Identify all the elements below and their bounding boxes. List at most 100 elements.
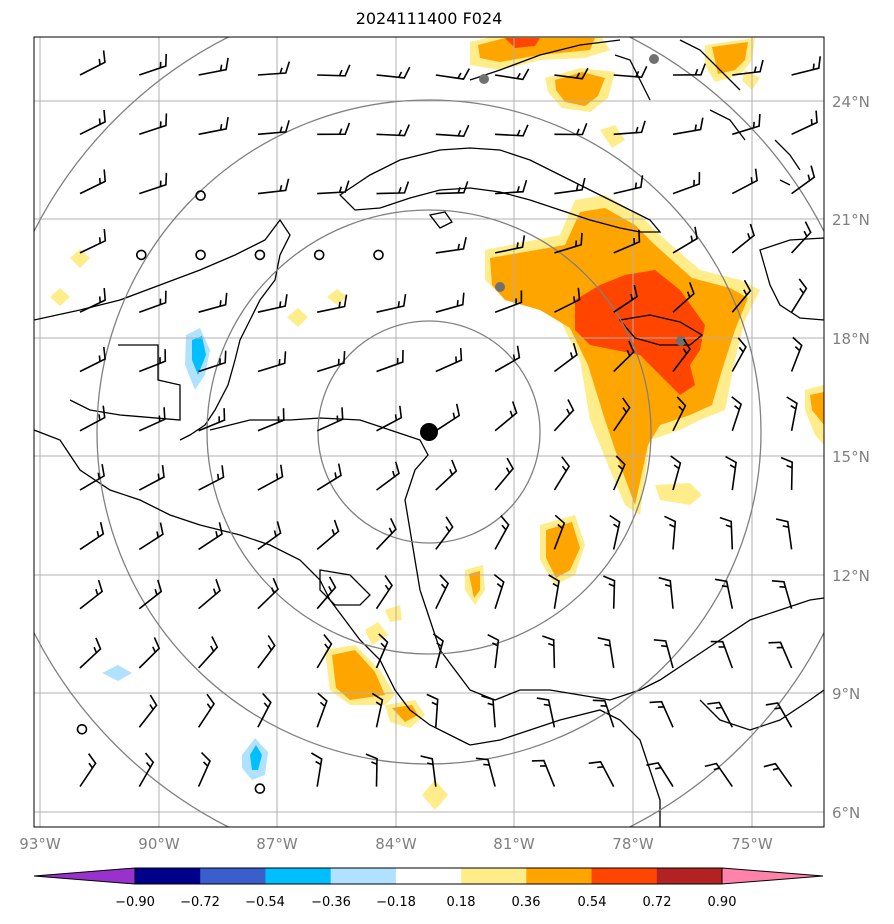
wind-barb xyxy=(494,68,530,81)
wind-barb xyxy=(790,336,803,372)
wind-barb xyxy=(375,518,397,550)
wind-barb xyxy=(658,576,674,609)
wind-barb xyxy=(707,701,734,728)
wind-barb xyxy=(198,350,227,373)
wind-barb xyxy=(495,179,528,195)
wind-barb xyxy=(851,163,871,194)
wind-barb xyxy=(79,347,106,373)
colorbar-cell xyxy=(330,868,397,884)
wind-barb xyxy=(316,463,342,491)
lat-label-6n: 6°N xyxy=(832,804,860,822)
wind-barb xyxy=(672,63,706,76)
calm-wind-marker xyxy=(195,249,206,261)
wind-barb xyxy=(198,636,219,669)
wind-barb xyxy=(719,516,734,550)
wind-barb xyxy=(79,522,105,551)
wind-barb xyxy=(670,455,682,491)
wind-barb xyxy=(435,292,465,313)
wind-barb xyxy=(653,639,674,669)
wind-barb xyxy=(198,292,228,313)
wind-barb xyxy=(435,403,461,432)
wind-barb xyxy=(371,692,384,728)
wind-barb xyxy=(257,635,276,669)
map-frame xyxy=(33,36,825,828)
lon-label-81w: 81°W xyxy=(493,835,535,853)
map-title: 2024111400 F024 xyxy=(355,9,503,28)
wind-barb xyxy=(257,294,288,313)
calm-wind-marker xyxy=(195,190,206,201)
wind-barb xyxy=(780,456,794,491)
wind-barb xyxy=(257,464,284,491)
colorbar-cell xyxy=(591,868,658,884)
wind-barb xyxy=(79,50,106,76)
wind-barb xyxy=(317,180,350,195)
colorbar-left-extension xyxy=(34,868,135,884)
wind-barb xyxy=(494,515,510,550)
calm-wind-marker xyxy=(254,783,266,794)
wind-barb xyxy=(710,640,734,669)
wind-barb xyxy=(536,697,556,728)
wind-barb xyxy=(613,65,648,79)
wind-barb xyxy=(494,290,523,313)
wind-barb xyxy=(554,123,588,136)
wind-barb xyxy=(481,695,496,728)
wind-barb xyxy=(79,169,107,195)
calm-wind-marker xyxy=(136,249,147,261)
wind-barb xyxy=(494,235,526,254)
wind-barb xyxy=(830,582,851,609)
lat-label-21n: 21°N xyxy=(832,211,870,229)
wind-barb xyxy=(139,53,167,76)
wind-barb xyxy=(548,574,560,609)
lon-label-78w: 78°W xyxy=(612,835,654,853)
wind-barb xyxy=(531,759,556,787)
wind-barb xyxy=(79,109,106,136)
lat-label-18n: 18°N xyxy=(832,330,870,348)
wind-barb xyxy=(649,700,674,728)
wind-barb xyxy=(198,579,221,610)
colorbar: −0.90 −0.72 −0.54 −0.36 −0.18 0.18 0.36 … xyxy=(33,867,824,910)
wind-barb xyxy=(714,578,734,609)
calm-wind-marker xyxy=(373,249,384,261)
colorbar-cell xyxy=(265,868,332,884)
wind-barb xyxy=(851,53,877,76)
wind-barb xyxy=(79,637,102,669)
wind-barb xyxy=(138,464,165,491)
colorbar-labels: −0.90 −0.72 −0.54 −0.36 −0.18 0.18 0.36 … xyxy=(115,895,736,910)
wind-barb xyxy=(257,351,287,373)
lon-label-90w: 90°W xyxy=(138,835,180,853)
wind-barb xyxy=(316,351,346,373)
wind-barb xyxy=(435,516,454,550)
lat-label-24n: 24°N xyxy=(832,93,870,111)
wind-barb xyxy=(791,110,818,136)
wind-barb xyxy=(138,637,161,669)
wind-barb xyxy=(554,177,586,195)
wind-barb xyxy=(731,337,747,372)
wind-barb xyxy=(79,753,97,788)
wind-barbs xyxy=(76,50,877,794)
wind-barb xyxy=(554,232,583,254)
colorbar-right-extension xyxy=(722,868,823,884)
wind-barb xyxy=(435,68,471,80)
wind-barb xyxy=(672,396,687,432)
lon-label-87w: 87°W xyxy=(256,835,298,853)
lon-label-75w: 75°W xyxy=(731,835,773,853)
wind-barb xyxy=(138,407,166,432)
colorbar-cell xyxy=(395,868,462,884)
lon-label-93w: 93°W xyxy=(19,835,61,853)
lat-label-15n: 15°N xyxy=(832,448,870,466)
wind-barb xyxy=(317,64,351,77)
wind-barb xyxy=(731,223,756,254)
wind-barb xyxy=(613,229,641,254)
wind-barb xyxy=(613,284,638,313)
wind-barb xyxy=(139,349,167,373)
wind-barb xyxy=(542,635,556,669)
wind-barb xyxy=(827,643,851,668)
wind-barb xyxy=(316,576,337,610)
wind-barb xyxy=(435,181,469,195)
wind-barb xyxy=(376,66,411,79)
wind-barb xyxy=(613,340,635,373)
wind-barb xyxy=(553,514,566,550)
colorbar-label: 0.90 xyxy=(708,895,737,910)
colorbar-label: −0.54 xyxy=(245,895,285,910)
